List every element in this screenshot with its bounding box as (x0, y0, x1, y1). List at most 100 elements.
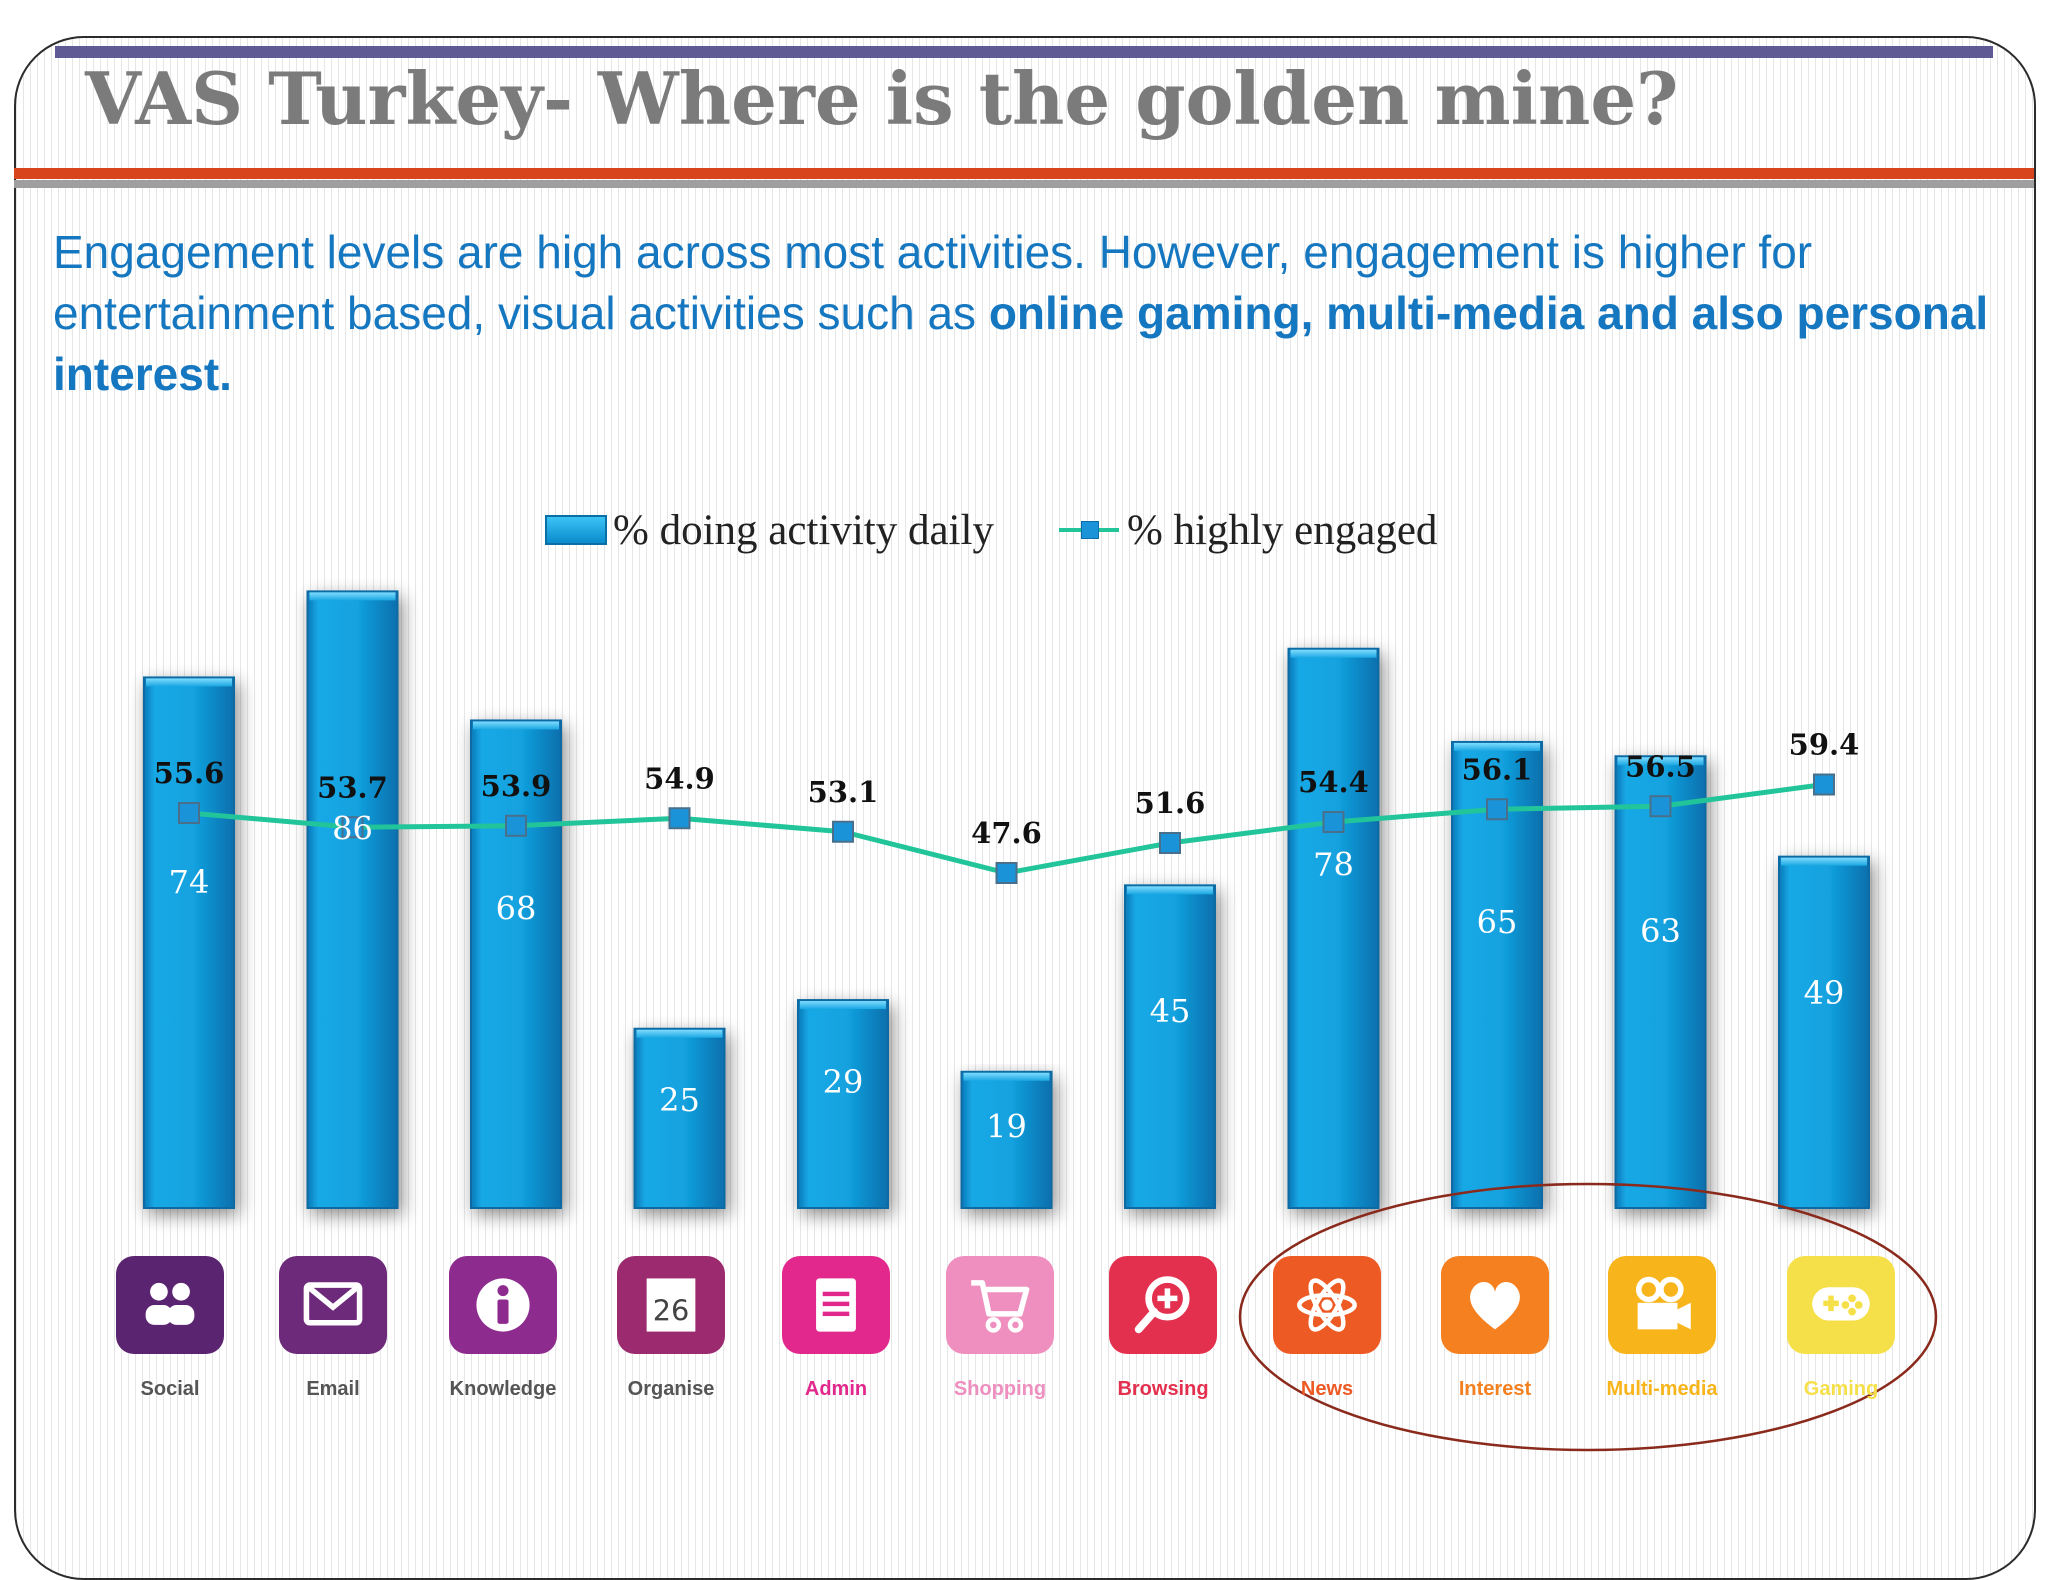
bar-top-highlight (963, 1072, 1050, 1081)
engagement-point-interest (1486, 798, 1508, 821)
document-icon (782, 1256, 890, 1354)
bar-value-label: 25 (659, 1081, 700, 1119)
bar-value-label: 78 (1313, 845, 1354, 883)
engagement-point-shopping (995, 862, 1018, 884)
bar-body (1124, 884, 1216, 1209)
people-icon (116, 1256, 224, 1354)
bar-shopping (960, 1070, 1053, 1210)
highlight-ellipse (1238, 1182, 1938, 1452)
heart-icon (1441, 1256, 1549, 1354)
engagement-point-organise (668, 807, 691, 830)
bar-admin (797, 999, 889, 1209)
engagement-point-gaming (1813, 773, 1835, 796)
slide-title: VAS Turkey- Where is the golden mine? (85, 56, 1679, 141)
engagement-point-browsing (1159, 832, 1181, 854)
engagement-value-label: 47.6 (971, 816, 1042, 850)
bar-browsing (1124, 884, 1216, 1209)
bar-body (306, 590, 399, 1209)
bar-body (1287, 647, 1380, 1209)
engagement-point-admin (832, 820, 854, 843)
bar-body (960, 1070, 1053, 1210)
bar-top-highlight (636, 1029, 723, 1038)
atom-icon (1273, 1256, 1381, 1354)
engagement-value-label: 56.5 (1625, 749, 1696, 783)
info-icon (449, 1256, 557, 1354)
movie-camera-icon (1608, 1256, 1716, 1354)
icon-label-knowledge: Knowledge (449, 1378, 557, 1400)
bar-top-highlight (309, 592, 396, 601)
engagement-value-label: 59.4 (1789, 728, 1860, 762)
title-underline-gray (14, 180, 2034, 188)
bars-layer (143, 590, 1870, 1210)
bar-value-label: 49 (1804, 974, 1845, 1012)
bar-value-label: 45 (1150, 992, 1191, 1030)
top-accent-bar (55, 46, 1993, 58)
bar-news (1287, 647, 1380, 1209)
svg-text:26: 26 (653, 1294, 690, 1328)
bar-value-label: 68 (496, 890, 537, 928)
engagement-point-news (1322, 811, 1345, 833)
slide-subtitle: Engagement levels are high across most a… (53, 222, 2028, 405)
bar-body (1451, 740, 1543, 1209)
engagement-value-label: 54.4 (1298, 765, 1369, 799)
bar-gaming (1778, 855, 1870, 1209)
icon-label-multi-media: Multi-media (1606, 1378, 1718, 1400)
bar-top-highlight (800, 1001, 886, 1010)
bar-body (797, 999, 889, 1209)
bar-body (1614, 755, 1707, 1209)
engagement-value-label: 51.6 (1135, 786, 1206, 820)
engagement-point-social (178, 802, 200, 824)
subtitle-text: Engagement levels are high across most a… (53, 226, 1813, 339)
bar-top-highlight (1617, 757, 1704, 766)
bar-top-highlight (146, 678, 232, 687)
line-layer (178, 773, 1835, 884)
bar-top-highlight (1781, 857, 1867, 866)
subtitle-emphasis-2: multi-media and also personal interest. (53, 287, 1989, 400)
cart-icon (946, 1256, 1054, 1354)
engagement-value-label: 54.9 (644, 761, 715, 795)
bar-top-highlight (1454, 742, 1540, 751)
engagement-value-label: 53.7 (317, 770, 388, 804)
bar-value-label: 86 (332, 810, 373, 848)
icon-label-organise: Organise (627, 1378, 715, 1400)
bar-top-highlight (473, 721, 559, 730)
bar-knowledge (470, 719, 562, 1209)
bar-body (633, 1027, 726, 1209)
envelope-icon (279, 1256, 387, 1354)
subtitle-separator: , (1300, 287, 1327, 339)
bar-email (306, 590, 399, 1209)
legend-line-swatch (1058, 517, 1119, 543)
labels-layer: 74 86 68 25 29 19 45 78 65 63 49 55.6 53.7 53.9 54.9 53… (154, 728, 1860, 1146)
icon-label-admin: Admin (804, 1378, 868, 1400)
bar-value-label: 63 (1640, 912, 1681, 950)
bar-value-label: 65 (1477, 903, 1518, 941)
legend-bar-swatch (545, 515, 607, 545)
engagement-point-knowledge (505, 814, 527, 837)
icon-label-email: Email (306, 1378, 360, 1400)
chart-legend: % doing activity daily % highly engaged (545, 500, 1437, 560)
bar-top-highlight (1127, 886, 1213, 895)
engagement-value-label: 53.9 (481, 769, 552, 803)
calendar-icon: 26 (617, 1256, 725, 1354)
icon-label-browsing: Browsing (1117, 1378, 1209, 1400)
activity-icon-row: Social Email Knowledge 26 Organise Admin Shopp… (0, 1250, 2048, 1420)
bar-multi-media (1614, 755, 1707, 1209)
bar-value-label: 19 (986, 1108, 1027, 1146)
subtitle-emphasis-1: online gaming (988, 287, 1301, 339)
icon-label-social: Social (140, 1378, 200, 1400)
icon-label-news: News (1300, 1378, 1354, 1400)
magnifier-plus-icon (1109, 1256, 1217, 1354)
engagement-point-multi-media (1649, 795, 1672, 818)
bar-social (143, 676, 235, 1209)
bar-body (1778, 855, 1870, 1209)
engagement-value-label: 53.1 (808, 775, 879, 809)
gamepad-icon (1787, 1256, 1895, 1354)
bar-value-label: 74 (169, 863, 210, 901)
icon-label-gaming: Gaming (1803, 1378, 1879, 1400)
bar-body (143, 676, 235, 1209)
bar-organise (633, 1027, 726, 1209)
engagement-value-label: 56.1 (1462, 752, 1533, 786)
engagement-chart: 74 86 68 25 29 19 45 78 65 63 49 55.6 53.7 53.9 54.9 53… (143, 590, 1938, 1452)
legend-line-label: % highly engaged (1126, 506, 1438, 554)
engagement-point-email (341, 816, 364, 839)
